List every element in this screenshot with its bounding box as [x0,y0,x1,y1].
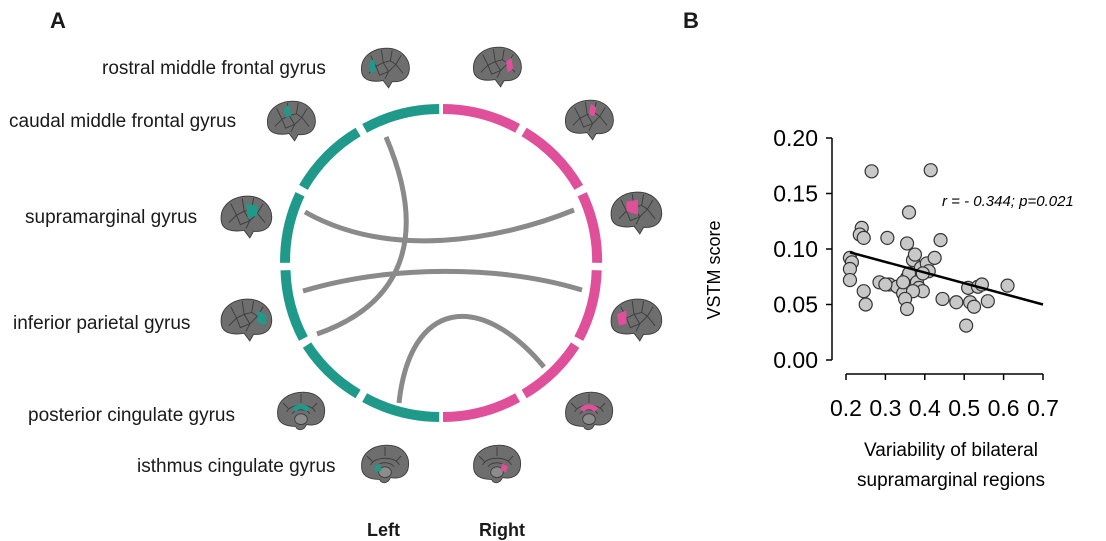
x-tick-label: 0.2 [830,395,862,421]
scatter-point [949,295,964,310]
y-tick-label: 0.10 [773,236,818,262]
arc-right-caudal [521,127,584,190]
scatter-point [933,233,948,248]
scatter-point [980,294,995,309]
x-tick-label: 0.4 [909,395,941,421]
label-rostral-middle-frontal: rostral middle frontal gyrus [102,58,326,79]
scatter-point [899,236,915,251]
label-isthmus-cingulate: isthmus cingulate gyrus [137,456,336,477]
y-tick-label: 0.05 [773,292,818,318]
connections [302,136,583,404]
brain-icon-right-caudal [564,99,614,141]
scatter-point [856,284,871,299]
arc-right-inferior-parietal [574,269,602,341]
arc-left-inferior-parietal [280,269,308,341]
scatter-point [864,164,879,179]
scatter-point [907,247,923,262]
x-tick-label: 0.5 [948,395,980,421]
label-inferior-parietal: inferior parietal gyrus [13,313,191,334]
scatter-point [896,275,911,290]
scatter-point [856,230,871,245]
brain-icon-left-supramarginal [220,195,273,239]
connection-isthmus-to-posterior-cingulate [396,314,546,404]
scatter-point [927,250,942,265]
scatter-point [935,291,950,307]
brain-icon-right-isthmus-cingulate [473,444,522,484]
scatter-plot: 0.00 0.05 0.10 0.15 0.20 0.2 0.3 0.4 0.5 0.6 0.7 V… [704,125,1074,491]
x-axis-label-line1: Variability of bilateral [864,440,1038,461]
label-posterior-cingulate: posterior cingulate gyrus [28,405,235,426]
y-axis-label: VSTM score [704,220,724,319]
brain-icon-right-inferior-parietal [610,298,663,342]
brain-icon-right-supramarginal [610,191,663,235]
scatter-point [842,272,858,288]
arc-right-posterior-cingulate [521,342,580,399]
left-hemisphere-label: Left [367,520,400,540]
brain-icon-right-posterior-cingulate [565,391,614,431]
scatter-point [858,297,873,312]
arc-left-supramarginal [280,192,305,263]
brain-icon-left-isthmus-cingulate [361,444,410,484]
connection-inferior-parietal-bilateral [302,268,583,294]
chord-ring [280,104,603,422]
x-axis-label-line2: supramarginal regions [857,470,1045,491]
label-supramarginal: supramarginal gyrus [25,207,198,228]
correlation-annotation: r = - 0.344; p=0.021 [942,193,1074,210]
arc-left-isthmus-cingulate [362,393,440,422]
scatter-point [923,163,938,178]
scatter-point [959,318,974,333]
arc-left-posterior-cingulate [302,342,361,399]
brain-icon-right-rostral [472,46,522,88]
scatter-points [842,163,1015,333]
brain-icon-left-rostral [360,47,410,89]
connection-caudal-to-inferior-parietal [316,136,409,337]
scatter-point [901,205,917,220]
brain-icon-left-inferior-parietal [220,298,273,342]
y-tick-label: 0.00 [773,347,818,373]
scatter-point [1000,278,1015,293]
y-tick-label: 0.15 [773,181,818,207]
arc-left-caudal [299,127,361,190]
x-tick-label: 0.3 [869,395,901,421]
arc-right-rostral [442,104,521,133]
panel-b-letter: B [683,8,699,33]
scatter-point [878,277,893,292]
x-tick-label: 0.6 [988,395,1020,421]
arc-right-supramarginal [577,192,603,263]
arc-left-rostral [362,104,440,133]
right-hemisphere-label: Right [479,520,525,540]
y-tick-label: 0.20 [773,125,818,151]
label-caudal-middle-frontal: caudal middle frontal gyrus [9,111,237,132]
scatter-point [966,299,982,314]
brain-icon-left-posterior-cingulate [277,391,326,431]
brain-icon-left-caudal [266,100,316,142]
scatter-point [899,301,915,317]
arc-right-isthmus-cingulate [442,393,521,422]
connection-supramarginal-bilateral [303,207,575,244]
scatter-point [880,230,895,245]
scatter-axes: 0.00 0.05 0.10 0.15 0.20 0.2 0.3 0.4 0.5 0.6 0.7 [773,125,1059,421]
x-tick-label: 0.7 [1027,395,1059,421]
panel-a-letter: A [50,8,66,33]
regression-line [849,251,1044,306]
